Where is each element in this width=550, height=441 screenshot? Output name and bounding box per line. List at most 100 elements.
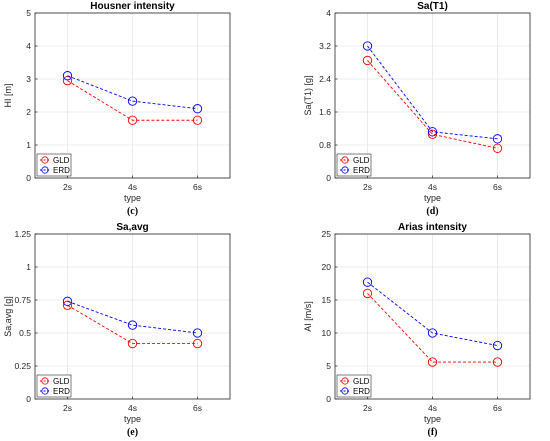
y-tick-label: 0.25	[14, 361, 31, 371]
chart-panel-3: 0 0.25 0.5 0.75 1 1.25 2s 4s 6s Sa,avg type Sa,avg …	[3, 222, 231, 438]
legend-label: GLD	[53, 156, 70, 165]
x-tick-label: 4s	[128, 182, 137, 192]
y-tick-label: 10	[322, 328, 332, 338]
legend-label: GLD	[53, 377, 70, 386]
data-point-gld	[362, 288, 373, 299]
legend-marker	[341, 166, 349, 174]
y-tick-label: 4	[326, 8, 331, 18]
chart-title: Housner intensity	[90, 1, 175, 12]
y-tick-label: 0	[326, 394, 331, 404]
data-point-gld	[362, 55, 373, 66]
data-point-erd	[192, 104, 203, 114]
legend-label: ERD	[53, 387, 70, 396]
data-point-erd	[427, 328, 438, 338]
data-point-erd	[127, 96, 138, 106]
series-line-erd	[367, 281, 498, 346]
y-tick-label: 1	[26, 140, 31, 150]
data-point-erd	[362, 41, 373, 51]
legend-box	[336, 153, 372, 177]
data-point-erd	[427, 127, 438, 137]
y-tick-label: 2.4	[319, 74, 331, 84]
data-point-gld	[427, 357, 438, 367]
legend-label: GLD	[353, 156, 370, 165]
panel-label: (c)	[127, 206, 138, 217]
chart-panel-2: 0 0.8 1.6 2.4 3.2 4 2s 4s 6s Sa(T1) type Sa(T1) [g]…	[303, 1, 531, 217]
y-tick-label: 2	[26, 107, 31, 117]
panel-label: (f)	[428, 427, 438, 438]
y-tick-label: 0	[26, 173, 31, 183]
data-point-gld	[62, 76, 73, 86]
y-axis-label: HI [m]	[3, 84, 13, 108]
legend-marker	[41, 387, 49, 395]
legend-marker	[341, 156, 349, 164]
y-tick-label: 4	[26, 41, 31, 51]
legend-marker	[41, 166, 49, 174]
legend-label: ERD	[353, 387, 370, 396]
data-point-gld	[492, 357, 503, 367]
legend-marker	[41, 377, 49, 385]
chart-title: Arias intensity	[398, 222, 467, 233]
x-tick-label: 2s	[63, 403, 72, 413]
series-line-gld	[67, 304, 198, 345]
data-point-gld	[127, 338, 138, 349]
data-point-gld	[427, 129, 438, 139]
data-point-erd	[62, 71, 73, 81]
x-tick-label: 4s	[128, 403, 137, 413]
data-point-gld	[192, 115, 203, 125]
y-tick-label: 0.5	[19, 328, 31, 338]
data-point-erd	[62, 296, 73, 306]
chart-title: Sa(T1)	[417, 1, 448, 12]
chart-panel-1: 0 1 2 3 4 5 2s 4s 6s Housner intensity type HI [m] (…	[3, 1, 231, 217]
y-tick-label: 0.8	[319, 140, 331, 150]
data-point-gld	[127, 115, 138, 125]
y-tick-label: 0	[26, 394, 31, 404]
x-tick-label: 2s	[63, 182, 72, 192]
legend-label: GLD	[353, 377, 370, 386]
x-tick-label: 2s	[363, 182, 372, 192]
y-tick-label: 5	[326, 361, 331, 371]
data-point-erd	[492, 340, 503, 351]
data-point-erd	[192, 328, 203, 338]
series-line-gld	[67, 80, 198, 121]
y-tick-label: 1.6	[319, 107, 331, 117]
data-point-gld	[492, 143, 503, 153]
data-point-erd	[492, 134, 503, 144]
legend-box	[36, 153, 72, 177]
series-line-gld	[367, 293, 498, 363]
panel-label: (e)	[127, 427, 138, 438]
y-tick-label: 20	[322, 262, 332, 272]
axes-frame	[334, 12, 531, 179]
legend-marker	[341, 377, 349, 385]
x-axis-label: type	[424, 414, 441, 424]
y-tick-label: 25	[322, 229, 332, 239]
y-tick-label: 0	[326, 173, 331, 183]
x-tick-label: 4s	[428, 182, 437, 192]
panel-label: (d)	[426, 206, 438, 217]
y-tick-label: 1	[26, 262, 31, 272]
series-line-gld	[367, 60, 498, 149]
axes-frame	[34, 233, 231, 400]
legend-label: ERD	[353, 166, 370, 175]
y-tick-label: 1.25	[14, 229, 31, 239]
legend-label: ERD	[53, 166, 70, 175]
x-axis-label: type	[124, 414, 141, 424]
legend-marker	[41, 156, 49, 164]
y-tick-label: 0.75	[14, 295, 31, 305]
legend-box	[36, 374, 72, 398]
axes-frame	[334, 233, 531, 400]
chart-title: Sa,avg	[116, 222, 148, 233]
x-tick-label: 6s	[193, 182, 202, 192]
legend-box	[336, 374, 372, 398]
y-tick-label: 15	[322, 295, 332, 305]
data-point-gld	[192, 338, 203, 349]
x-axis-label: type	[124, 193, 141, 203]
y-tick-label: 5	[26, 8, 31, 18]
y-axis-label: Sa(T1) [g]	[303, 75, 313, 115]
data-point-gld	[62, 300, 73, 310]
x-tick-label: 6s	[493, 182, 502, 192]
